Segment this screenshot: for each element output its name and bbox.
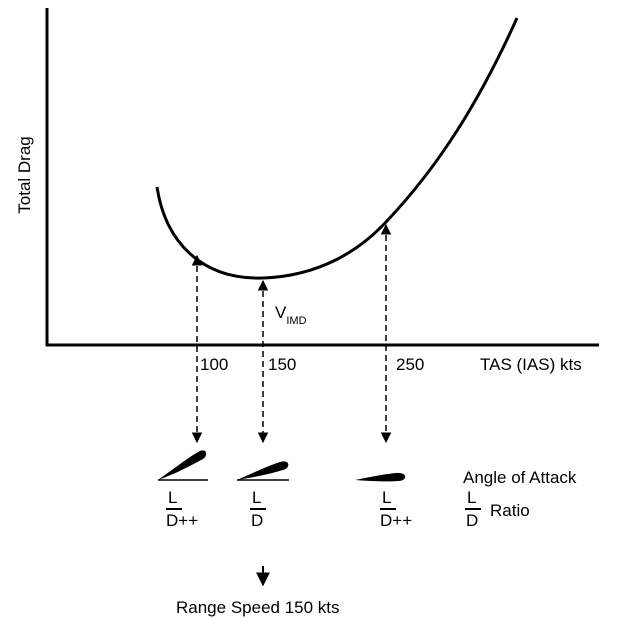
speed-label: 100 xyxy=(200,355,228,374)
legend-label: Ratio xyxy=(490,501,530,520)
vimd-label: VIMD xyxy=(275,303,307,327)
airfoil xyxy=(158,450,207,480)
airfoil xyxy=(237,461,289,480)
ratio-numerator: L xyxy=(382,488,391,507)
ratio-numerator: L xyxy=(168,488,177,507)
attitude-label: Angle of Attack xyxy=(463,468,577,487)
speed-label: 250 xyxy=(396,355,424,374)
ratio-numerator: L xyxy=(252,488,261,507)
vimd-sub: IMD xyxy=(286,315,306,327)
drag-curve xyxy=(155,17,519,280)
ratio-denominator: D xyxy=(251,511,263,530)
result-label: Range Speed 150 kts xyxy=(176,598,340,617)
legend-numerator: L xyxy=(467,488,476,507)
legend-denominator: D xyxy=(466,511,478,530)
airfoil xyxy=(355,472,406,482)
ratio-denominator: D++ xyxy=(380,511,412,530)
ratio-denominator: D++ xyxy=(166,511,198,530)
vimd-main: V xyxy=(275,303,287,322)
y-axis-label: Total Drag xyxy=(15,136,34,213)
speed-label: 150 xyxy=(268,355,296,374)
x-axis-label: TAS (IAS) kts xyxy=(480,355,582,374)
